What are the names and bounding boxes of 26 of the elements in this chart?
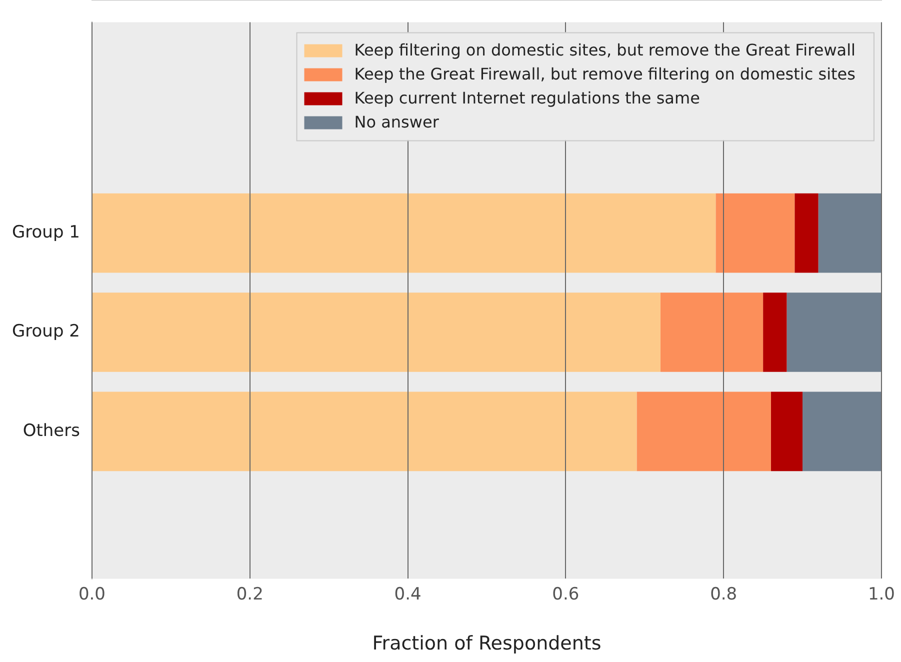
bar [818,193,882,273]
bar [763,292,787,372]
legend-label: Keep current Internet regulations the same [354,88,700,108]
x-tick-label: 0.8 [710,584,738,604]
legend-label: Keep filtering on domestic sites, but remove the Great Firewall [354,40,856,60]
bar [92,193,716,273]
y-tick-label: Group 2 [12,322,80,342]
bar [794,193,818,273]
x-tick-label: 0.6 [552,584,580,604]
legend-label: Keep the Great Firewall, but remove filtering on domestic sites [354,64,856,84]
bar [636,392,771,472]
bar [92,292,660,372]
x-tick-label: 1.0 [868,584,896,604]
x-tick-label: 0.4 [394,584,422,604]
x-tick-label: 0.2 [236,584,264,604]
x-tick-label: 0.0 [78,584,106,604]
bar [660,292,764,372]
x-axis-title: Fraction of Respondents [372,632,602,655]
y-tick-label: Group 1 [12,222,80,242]
y-tick-label: Others [22,420,80,441]
bar [92,392,637,472]
bar [716,193,795,273]
bar [786,292,882,372]
legend-label: No answer [354,112,440,132]
bar [802,392,882,472]
bar [770,392,803,472]
